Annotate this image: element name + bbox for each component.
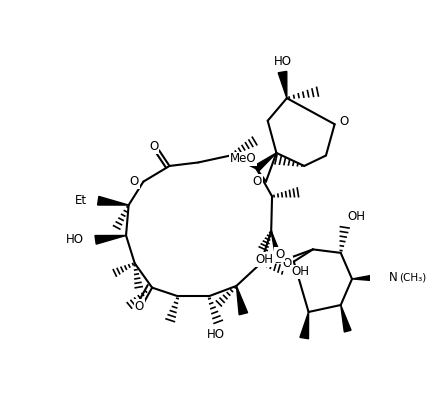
- Text: O: O: [130, 175, 139, 188]
- Text: O: O: [275, 248, 285, 261]
- Text: O: O: [149, 140, 158, 153]
- Text: O: O: [339, 115, 348, 128]
- Polygon shape: [352, 273, 385, 282]
- Text: O: O: [283, 257, 292, 270]
- Text: MeO: MeO: [230, 152, 256, 166]
- Text: N: N: [389, 271, 397, 284]
- Polygon shape: [95, 236, 126, 244]
- Polygon shape: [236, 286, 248, 315]
- Text: OH: OH: [255, 253, 273, 266]
- Polygon shape: [254, 153, 276, 171]
- Polygon shape: [278, 72, 287, 98]
- Text: O: O: [135, 300, 144, 313]
- Text: Et: Et: [75, 194, 87, 207]
- Text: OH: OH: [348, 210, 366, 223]
- Text: HO: HO: [273, 55, 291, 68]
- Polygon shape: [271, 231, 283, 263]
- Polygon shape: [341, 305, 351, 332]
- Text: (CH₃)₂: (CH₃)₂: [399, 272, 426, 282]
- Text: OH: OH: [291, 266, 309, 279]
- Polygon shape: [300, 312, 308, 339]
- Text: O: O: [252, 175, 262, 188]
- Text: HO: HO: [66, 233, 84, 246]
- Polygon shape: [98, 196, 129, 205]
- Text: HO: HO: [207, 328, 225, 341]
